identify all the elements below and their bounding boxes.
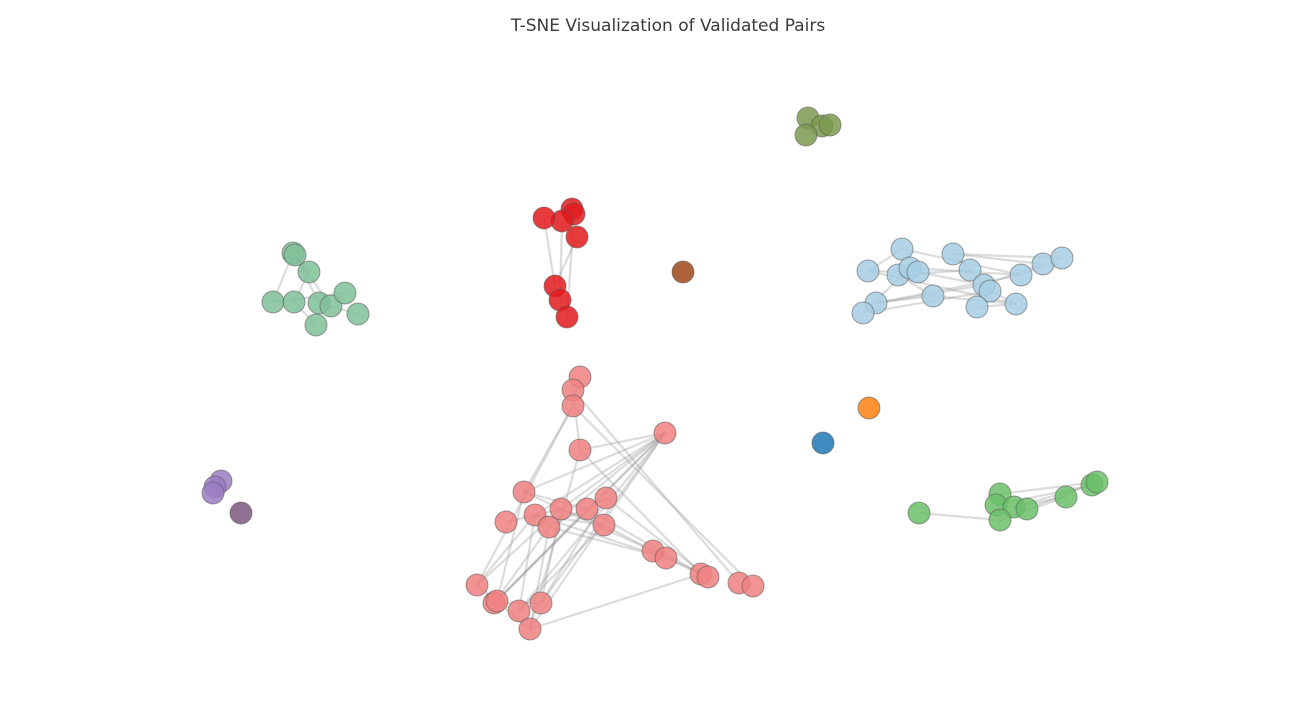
data-point-cluster-3 bbox=[1015, 497, 1039, 521]
data-point-cluster-8 bbox=[229, 501, 253, 525]
data-point-cluster-1 bbox=[592, 513, 616, 537]
data-point-cluster-1 bbox=[494, 510, 518, 534]
pair-edge bbox=[523, 431, 666, 494]
data-point-cluster-2 bbox=[965, 295, 989, 319]
data-point-cluster-5 bbox=[532, 206, 556, 230]
data-point-cluster-2 bbox=[1050, 246, 1074, 270]
pair-edge bbox=[528, 526, 551, 630]
points-layer bbox=[201, 106, 1109, 641]
data-point-cluster-6 bbox=[818, 113, 842, 137]
data-point-cluster-1 bbox=[537, 515, 561, 539]
pair-edge bbox=[560, 432, 666, 510]
data-point-cluster-2 bbox=[958, 258, 982, 282]
pair-edge bbox=[875, 273, 1022, 305]
data-point-cluster-1 bbox=[529, 591, 553, 615]
pair-edge bbox=[517, 514, 537, 612]
pair-edges-layer bbox=[271, 117, 1098, 631]
data-point-cluster-3 bbox=[1054, 485, 1078, 509]
data-point-cluster-1 bbox=[518, 617, 542, 641]
data-point-cluster-2 bbox=[921, 284, 945, 308]
data-point-cluster-2 bbox=[856, 259, 880, 283]
data-point-cluster-9 bbox=[857, 396, 881, 420]
pair-edge bbox=[572, 405, 754, 587]
pair-edge bbox=[952, 252, 1044, 266]
data-point-cluster-4 bbox=[282, 290, 306, 314]
data-point-cluster-4 bbox=[283, 243, 307, 267]
data-point-cluster-4 bbox=[261, 290, 285, 314]
data-point-cluster-3 bbox=[988, 508, 1012, 532]
data-point-cluster-2 bbox=[906, 260, 930, 284]
pair-edge bbox=[493, 526, 550, 604]
chart-title: T-SNE Visualization of Validated Pairs bbox=[510, 16, 826, 36]
data-point-cluster-1 bbox=[568, 438, 592, 462]
data-point-cluster-3 bbox=[907, 501, 931, 525]
data-point-cluster-4 bbox=[346, 302, 370, 326]
data-point-cluster-5 bbox=[555, 305, 579, 329]
data-point-cluster-7 bbox=[201, 481, 225, 505]
pair-edge bbox=[579, 431, 666, 452]
pair-edge bbox=[918, 511, 1001, 522]
pair-edge bbox=[572, 389, 740, 584]
data-point-cluster-6 bbox=[794, 123, 818, 147]
data-point-cluster-4 bbox=[333, 281, 357, 305]
data-point-cluster-1 bbox=[696, 565, 720, 589]
pair-edge bbox=[523, 490, 654, 553]
data-point-cluster-1 bbox=[561, 394, 585, 418]
data-point-cluster-1 bbox=[741, 574, 765, 598]
pair-edge bbox=[495, 491, 526, 602]
data-point-cluster-1 bbox=[485, 589, 509, 613]
data-point-cluster-1 bbox=[594, 486, 618, 510]
data-point-cluster-2 bbox=[1009, 263, 1033, 287]
data-point-cluster-10 bbox=[811, 431, 835, 455]
data-point-cluster-1 bbox=[575, 497, 599, 521]
pair-edge bbox=[476, 514, 536, 586]
data-point-cluster-2 bbox=[941, 242, 965, 266]
data-point-cluster-4 bbox=[304, 313, 328, 337]
data-point-cluster-5 bbox=[565, 225, 589, 249]
pair-edge bbox=[901, 247, 1022, 277]
data-point-cluster-1 bbox=[549, 497, 573, 521]
data-point-cluster-2 bbox=[978, 279, 1002, 303]
data-point-cluster-1 bbox=[507, 599, 531, 623]
pair-edge bbox=[518, 432, 666, 612]
pair-edge bbox=[493, 432, 666, 604]
data-point-cluster-2 bbox=[851, 301, 875, 325]
data-point-cluster-11 bbox=[671, 260, 695, 284]
data-point-cluster-3 bbox=[1085, 470, 1109, 494]
pair-edge bbox=[523, 405, 574, 493]
data-point-cluster-1 bbox=[512, 480, 536, 504]
pair-edge bbox=[605, 497, 709, 578]
data-point-cluster-1 bbox=[654, 546, 678, 570]
data-point-cluster-1 bbox=[465, 573, 489, 597]
data-point-cluster-2 bbox=[1004, 292, 1028, 316]
pair-edge bbox=[529, 572, 702, 631]
pair-edge bbox=[579, 449, 702, 575]
pair-edge bbox=[496, 508, 588, 602]
data-point-cluster-4 bbox=[297, 260, 321, 284]
data-point-cluster-1 bbox=[653, 421, 677, 445]
